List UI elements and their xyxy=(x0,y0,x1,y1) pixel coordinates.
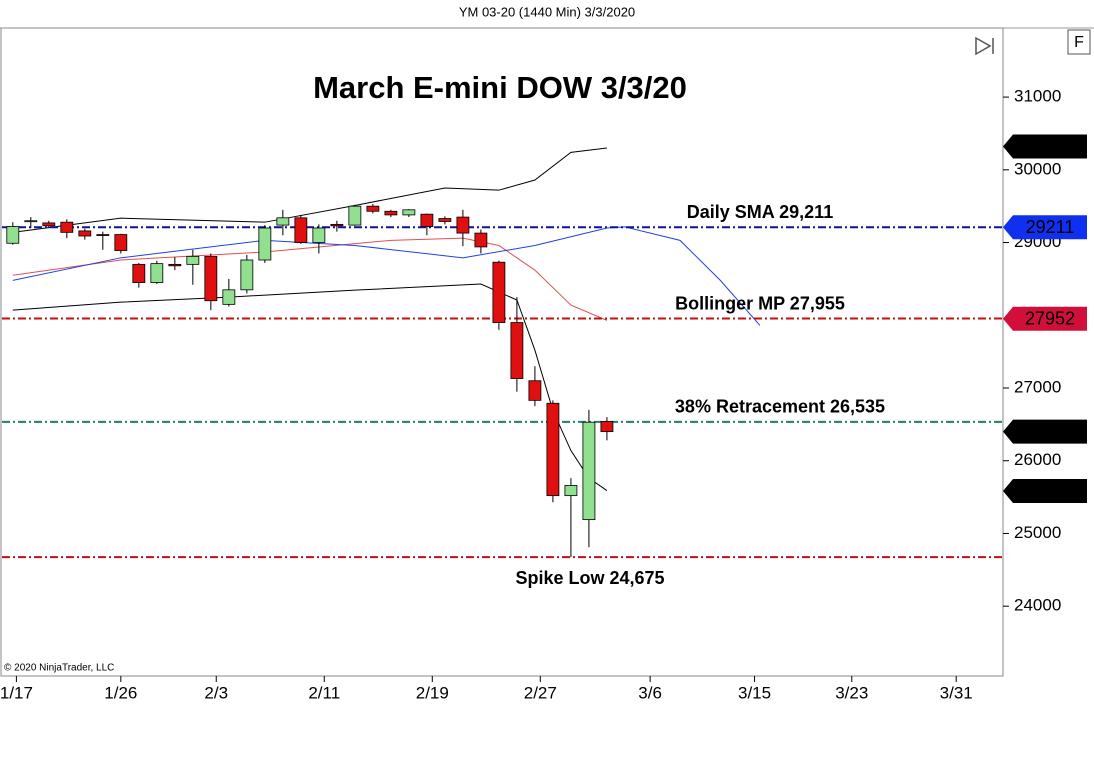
price-marker-label: 30320 xyxy=(1025,136,1075,156)
price-marker-label: 25584 xyxy=(1025,481,1075,501)
candle-body xyxy=(528,380,542,401)
candle-body xyxy=(24,220,38,223)
y-tick-label: 26000 xyxy=(1014,450,1061,469)
candle-body xyxy=(420,213,434,227)
candle-body xyxy=(78,230,92,237)
x-tick-label: 3/6 xyxy=(638,683,662,702)
level-label: Daily SMA 29,211 xyxy=(687,202,833,222)
price-marker-label: 27952 xyxy=(1025,309,1075,329)
play-icon[interactable] xyxy=(975,36,994,56)
y-tick-label: 25000 xyxy=(1014,523,1061,542)
y-tick-label: 31000 xyxy=(1014,87,1061,106)
x-tick-label: 1/17 xyxy=(0,683,33,702)
overlay-line xyxy=(12,283,608,491)
candle-body xyxy=(564,485,578,497)
x-tick-label: 2/27 xyxy=(524,683,557,702)
candle-body xyxy=(186,255,200,265)
candle-body xyxy=(168,263,182,267)
candle-body xyxy=(258,227,272,261)
price-marker-label: 29211 xyxy=(1026,217,1075,237)
candle-body xyxy=(402,209,416,216)
candle-body xyxy=(492,261,506,323)
price-marker xyxy=(1003,134,1087,159)
candle-body xyxy=(240,259,254,291)
chart-title: March E-mini DOW 3/3/20 xyxy=(313,70,687,105)
plot-frame xyxy=(0,27,1004,677)
x-tick-label: 1/26 xyxy=(104,683,137,702)
f-button[interactable] xyxy=(1067,29,1091,55)
overlay-line xyxy=(12,237,608,321)
candle-body xyxy=(582,421,596,521)
candle-body xyxy=(384,210,398,216)
price-marker xyxy=(1003,419,1087,444)
candle-body xyxy=(330,223,344,227)
candle-body xyxy=(96,234,110,236)
candle-body xyxy=(204,255,218,302)
candle-body xyxy=(222,289,236,305)
candle-body xyxy=(366,205,380,212)
candle-body xyxy=(510,322,524,379)
price-marker-label: 26400 xyxy=(1025,421,1075,441)
y-tick-label: 27000 xyxy=(1014,377,1061,396)
copyright: © 2020 NinjaTrader, LLC xyxy=(4,663,114,674)
candle-body xyxy=(456,216,470,234)
overlay-line xyxy=(12,147,607,233)
y-tick-label: 24000 xyxy=(1014,596,1061,615)
x-tick-label: 2/19 xyxy=(416,683,449,702)
x-tick-label: 3/31 xyxy=(940,683,973,702)
level-label: Bollinger MP 27,955 xyxy=(675,293,845,313)
price-marker xyxy=(1003,215,1087,240)
candle-body xyxy=(6,226,20,244)
candle-body xyxy=(132,263,146,283)
candle-body xyxy=(348,205,362,226)
header: YM 03-20 (1440 Min) 3/3/2020 xyxy=(459,4,635,19)
price-marker xyxy=(1003,306,1087,331)
x-tick-label: 2/11 xyxy=(308,683,340,702)
price-marker xyxy=(1003,478,1087,503)
candle-body xyxy=(474,232,488,248)
candle-body xyxy=(150,263,164,283)
x-tick-label: 3/23 xyxy=(835,683,868,702)
level-label: Spike Low 24,675 xyxy=(515,568,664,588)
candle-body xyxy=(312,227,326,243)
x-tick-label: 3/15 xyxy=(738,683,771,702)
x-tick-label: 2/3 xyxy=(204,683,228,702)
candle-body xyxy=(600,421,614,433)
overlay-line xyxy=(12,226,761,326)
candle-body xyxy=(114,234,128,251)
f-button-label[interactable]: F xyxy=(1074,34,1084,51)
candle-body xyxy=(276,217,290,226)
candle-body xyxy=(294,217,308,243)
candle-body xyxy=(60,221,74,233)
candle-body xyxy=(42,222,56,227)
candle-body xyxy=(438,218,452,222)
y-tick-label: 30000 xyxy=(1014,159,1061,178)
candle-body xyxy=(546,402,560,497)
level-label: 38% Retracement 26,535 xyxy=(675,397,885,417)
